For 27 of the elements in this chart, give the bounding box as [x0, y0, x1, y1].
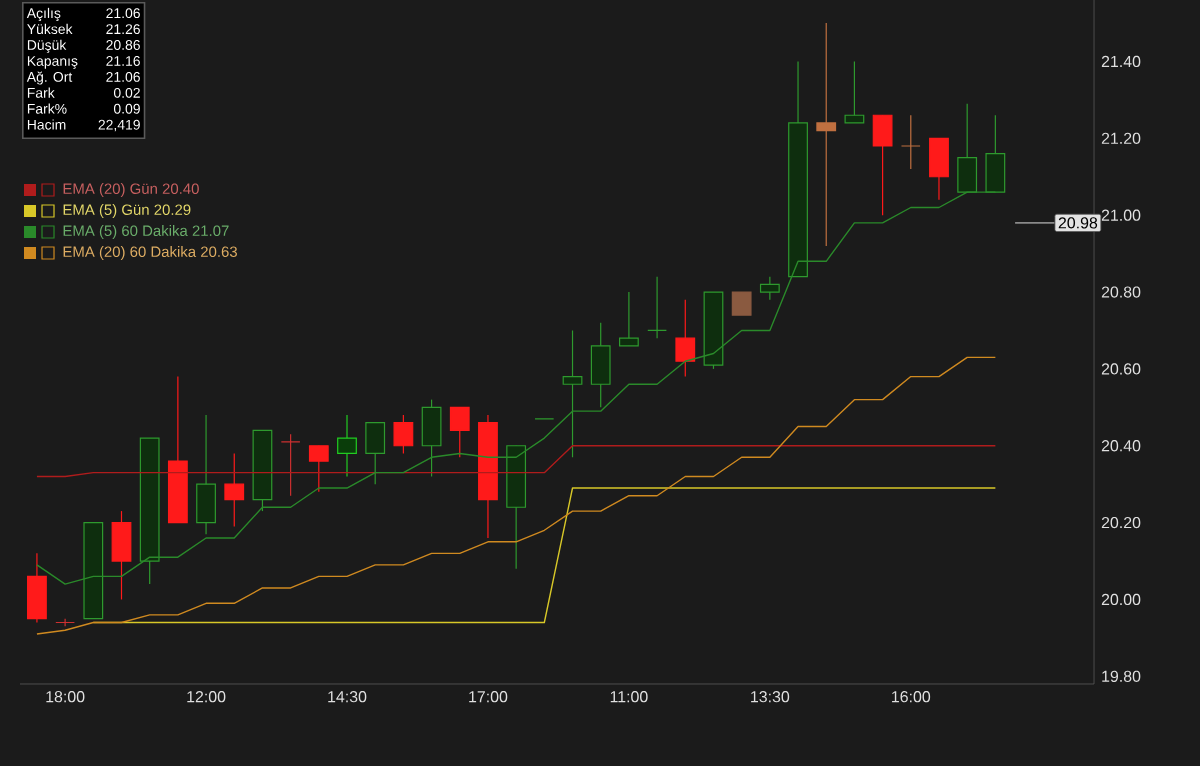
candlestick: [196, 414, 216, 535]
candlestick: [393, 414, 414, 455]
candlestick: [27, 552, 47, 624]
candlestick: [111, 510, 132, 601]
candlestick: [957, 103, 978, 193]
candlestick: [647, 276, 667, 339]
candlestick: [562, 329, 583, 458]
candlestick: [590, 322, 611, 408]
candlestick: [619, 291, 639, 347]
candlestick: [55, 618, 76, 627]
line-series: [36, 356, 997, 635]
candlestick: [759, 276, 780, 301]
candlestick: [224, 452, 245, 528]
candlestick: [731, 291, 752, 316]
candlestick: [280, 433, 301, 497]
candlestick: [337, 414, 357, 478]
candlestick: [449, 406, 470, 458]
candlestick: [421, 399, 442, 478]
candlestick: [929, 137, 949, 201]
candlestick: [675, 299, 696, 378]
candlestick: [844, 60, 865, 124]
candlestick: [816, 22, 837, 247]
candlestick: [985, 114, 1006, 193]
candlestick: [365, 422, 386, 485]
candlestick: [308, 445, 329, 493]
candlestick: [900, 114, 921, 170]
candlestick: [872, 114, 893, 216]
